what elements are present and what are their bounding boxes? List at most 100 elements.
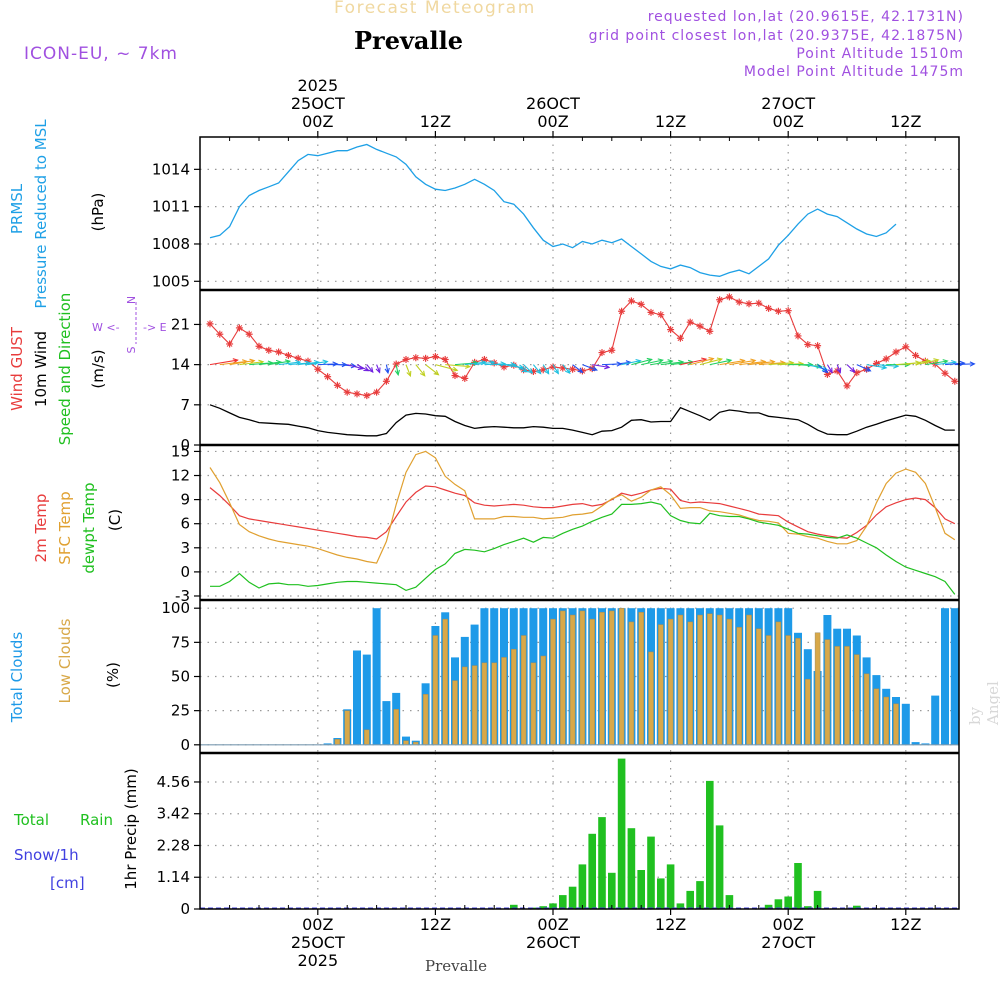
precip-bar <box>559 895 567 909</box>
gust-marker-d2 <box>618 308 625 315</box>
low-cloud-bar <box>422 694 429 746</box>
bottom-time-label: 2025 <box>297 951 338 970</box>
arrow-head <box>500 361 507 367</box>
low-cloud-bar <box>775 621 782 746</box>
precip-snow-label: Snow/1h <box>14 846 79 864</box>
arrow-shaft <box>935 361 957 366</box>
top-time-label: 00Z <box>537 112 568 131</box>
wind-direction-arrow <box>366 364 374 373</box>
gust-marker-d2 <box>373 389 380 396</box>
arrow-head <box>452 366 459 372</box>
point-altitude: Point Altitude 1510m <box>796 46 964 62</box>
low-cloud-bar <box>795 638 801 746</box>
low-cloud-bar <box>471 665 478 746</box>
gust-marker-d2 <box>216 331 223 338</box>
precip-bar <box>549 903 557 909</box>
arrow-shaft <box>748 361 775 366</box>
arrow-shaft <box>415 364 426 377</box>
arrow-shaft <box>915 359 939 366</box>
low-cloud-bar <box>854 654 860 746</box>
total-cloud-bar <box>372 608 381 745</box>
low-cloud-bar <box>716 614 723 746</box>
arrow-head <box>464 363 472 369</box>
arrow-head <box>232 358 239 364</box>
gust-marker <box>314 365 322 373</box>
arrow-head <box>419 370 426 377</box>
gust-marker <box>902 343 910 351</box>
gust-marker-d2 <box>706 328 713 335</box>
precip-bar <box>608 872 616 909</box>
gust-marker <box>480 355 488 363</box>
precip-bar <box>774 899 783 910</box>
arrow-shaft <box>405 364 411 377</box>
total-cloud-bar <box>323 743 332 745</box>
low-cloud-bar <box>756 628 762 746</box>
arrow-shaft <box>523 364 533 374</box>
gust-marker <box>706 327 714 335</box>
low-cloud-bar <box>393 709 399 746</box>
temp-2m-line <box>209 485 956 540</box>
gust-marker-d2 <box>236 325 243 331</box>
top-time-label: 12Z <box>890 112 921 131</box>
gust-marker <box>804 341 812 349</box>
gust-marker-d2 <box>883 356 890 362</box>
y-tick-label: 0 <box>180 563 190 581</box>
arrow-shaft <box>944 362 965 366</box>
bottom-time-label: 12Z <box>420 915 451 934</box>
arrow-shaft <box>542 364 550 374</box>
precip-bar <box>510 904 518 909</box>
precip-bar <box>725 895 734 909</box>
gust-marker <box>696 322 704 330</box>
gust-marker-d2 <box>422 355 429 362</box>
temp-sfc-line <box>209 450 956 564</box>
gust-marker-d2 <box>844 383 850 389</box>
pressure-label-prmsl: PRMSL <box>8 183 26 234</box>
arrow-head <box>363 366 370 372</box>
arrow-shaft <box>307 360 328 366</box>
gust-marker <box>235 324 243 332</box>
arrow-head <box>822 367 829 374</box>
gust-marker <box>794 332 802 340</box>
wind-direction-arrow <box>209 358 239 366</box>
precip-bar <box>627 828 636 909</box>
arrow-shaft <box>631 358 652 366</box>
wind-direction-arrow <box>317 361 339 367</box>
gust-marker <box>569 365 577 373</box>
gust-marker-d2 <box>716 296 723 303</box>
gust-marker-d2 <box>873 360 880 367</box>
y-tick-label: 1011 <box>152 198 190 216</box>
gust-marker <box>206 320 214 328</box>
gust-marker <box>373 388 381 396</box>
gust-marker-d2 <box>226 341 233 347</box>
wind-direction-arrow <box>298 359 320 366</box>
arrow-head <box>564 368 571 375</box>
arrow-shaft <box>846 364 855 373</box>
low-cloud-bar <box>765 635 772 746</box>
gust-marker-d2 <box>246 331 253 338</box>
low-cloud-bar <box>697 614 703 746</box>
gust-marker-d2 <box>599 349 605 356</box>
gust-marker <box>657 311 665 319</box>
arrow-shaft <box>954 363 975 366</box>
arrow-shaft <box>611 361 631 366</box>
precip-bar <box>853 905 861 909</box>
y-tick-label: 3.42 <box>157 805 190 823</box>
gust-marker <box>853 369 861 377</box>
grid-point-coords: grid point closest lon,lat (20.9375E, 42… <box>588 28 964 44</box>
gust-marker-d2 <box>824 371 831 378</box>
gust-marker <box>608 346 616 354</box>
gust-marker-d2 <box>461 375 468 382</box>
wind-direction-arrow <box>856 364 872 372</box>
y-tick-label: 50 <box>171 668 190 686</box>
precip-bar <box>696 881 704 909</box>
arrow-shaft <box>592 364 610 368</box>
wind-gust-label: Wind GUST <box>8 326 26 411</box>
gust-marker <box>637 300 645 308</box>
y-tick-label: 100 <box>161 599 190 617</box>
arrow-shaft <box>552 364 559 374</box>
precip-bar <box>715 825 724 909</box>
low-cloud-bar <box>609 610 615 746</box>
gust-marker <box>284 351 292 359</box>
gust-marker <box>216 330 224 338</box>
gust-marker-d2 <box>256 343 262 350</box>
